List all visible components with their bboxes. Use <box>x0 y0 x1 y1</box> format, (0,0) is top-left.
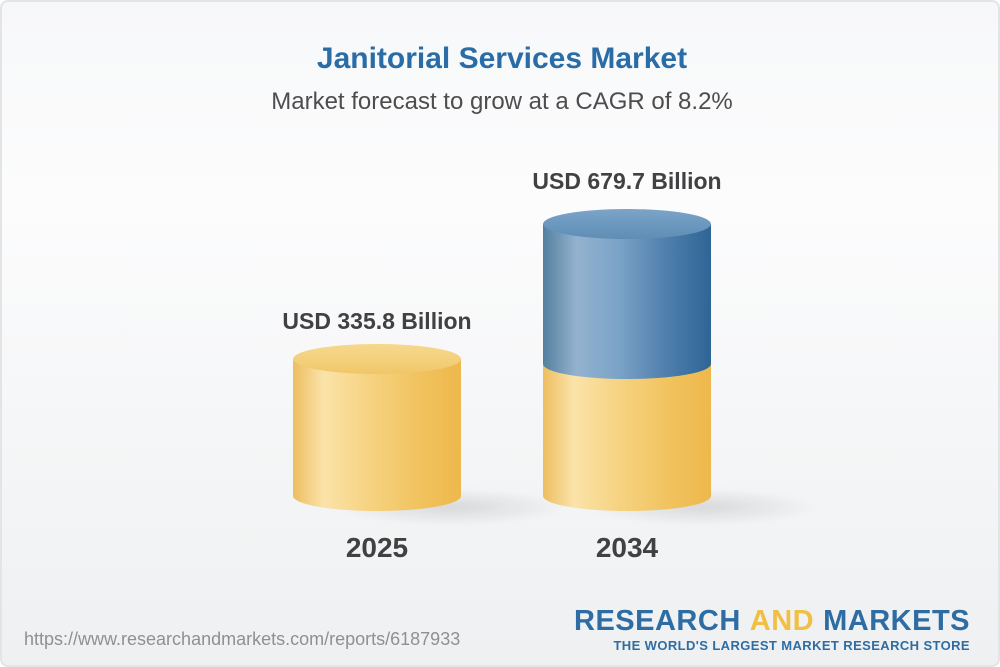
page-title: Janitorial Services Market <box>316 42 688 75</box>
report-url[interactable]: https://www.researchandmarkets.com/repor… <box>24 629 461 649</box>
logo-word-and: AND <box>749 605 815 637</box>
bar-2034-cylinder-growth <box>543 224 711 379</box>
logo-wordmark: RESEARCH AND MARKETS <box>574 606 970 636</box>
logo-word-research: RESEARCH <box>574 605 741 637</box>
bar-2025-cylinder-top <box>293 344 461 374</box>
bar-2025-category-label: 2025 <box>345 532 409 563</box>
bar-2034-cylinder-base <box>543 364 711 511</box>
bar-2034-value-label: USD 679.7 Billion <box>532 168 722 194</box>
bar-2034-cylinder-top <box>543 209 711 239</box>
logo-tagline: THE WORLD'S LARGEST MARKET RESEARCH STOR… <box>613 638 970 653</box>
page-subtitle: Market forecast to grow at a CAGR of 8.2… <box>271 88 733 115</box>
research-and-markets-logo[interactable]: RESEARCH AND MARKETS THE WORLD'S LARGEST… <box>574 606 970 653</box>
bar-2025-value-label: USD 335.8 Billion <box>282 308 472 334</box>
bar-2034-category-label: 2034 <box>595 532 659 563</box>
bar-2025-cylinder <box>293 359 461 511</box>
logo-word-markets: MARKETS <box>823 605 970 637</box>
